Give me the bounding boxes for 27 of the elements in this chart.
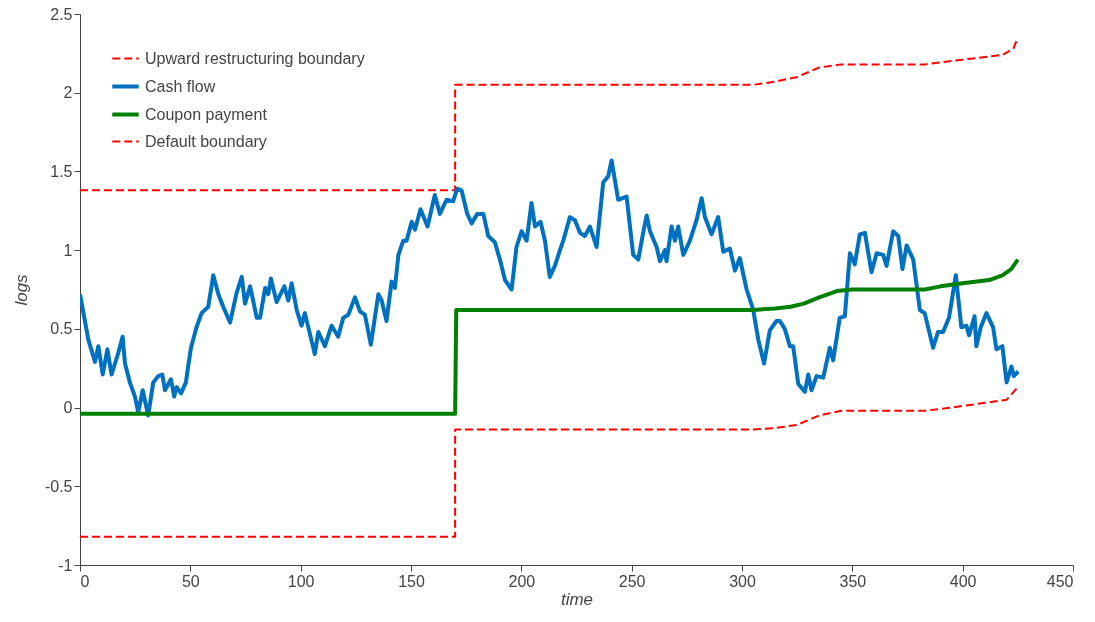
x-tick-label: 350 — [839, 572, 867, 590]
legend-label: Cash flow — [145, 77, 216, 95]
y-tick-label: 1.5 — [50, 162, 73, 180]
y-tick-label: 0.5 — [50, 320, 73, 338]
y-axis-title: logs — [11, 273, 31, 306]
x-tick-label: 100 — [287, 572, 315, 590]
x-tick-label: 450 — [1046, 572, 1074, 590]
x-tick-label: 400 — [949, 572, 977, 590]
y-tick-label: 1 — [63, 241, 73, 259]
legend-label: Upward restructuring boundary — [145, 49, 365, 67]
y-tick-label: 2 — [63, 84, 73, 102]
y-tick-label: 2.5 — [50, 5, 73, 23]
y-tick-label: -1 — [58, 556, 73, 574]
x-tick-label: 250 — [618, 572, 646, 590]
x-tick-label: 0 — [80, 572, 90, 590]
x-tick-label: 150 — [398, 572, 425, 590]
line-series — [80, 158, 1021, 418]
y-tick-label: 0 — [63, 399, 73, 417]
x-tick-label: 50 — [181, 572, 200, 590]
line-series — [80, 257, 1020, 416]
legend-label: Coupon payment — [145, 105, 268, 123]
x-tick-label: 200 — [508, 572, 536, 590]
line-series — [80, 386, 1019, 538]
x-tick-label: 300 — [729, 572, 756, 590]
x-axis-title: time — [560, 589, 594, 609]
y-tick-label: -0.5 — [44, 477, 73, 495]
legend-label: Default boundary — [145, 132, 267, 150]
